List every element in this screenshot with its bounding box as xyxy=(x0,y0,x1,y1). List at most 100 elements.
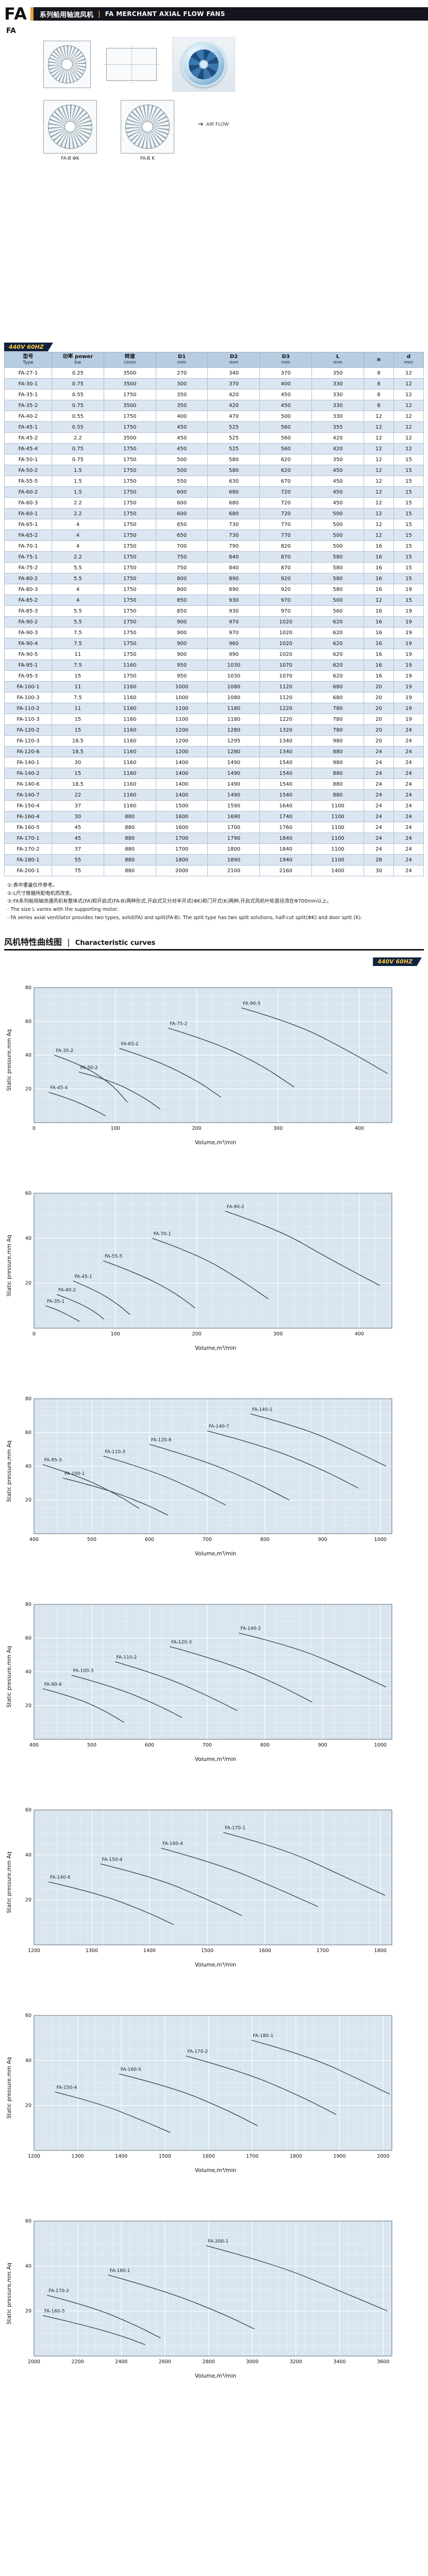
series-label: FA-55-5 xyxy=(105,1254,122,1259)
cell-value: 800 xyxy=(155,584,208,595)
cell-value: 270 xyxy=(155,367,208,379)
cell-type: FA-90-2 xyxy=(4,616,52,628)
cell-value: 20 xyxy=(364,735,394,747)
cell-type: FA-100-1 xyxy=(4,681,52,692)
cell-value: 16 xyxy=(364,605,394,617)
voltage-badge: 440V 60HZ xyxy=(4,343,53,351)
cell-value: 1180 xyxy=(207,703,260,714)
voltage-badge: 440V 60HZ xyxy=(373,957,422,966)
table-row: FA-100-3 7.5 1160 1000 1080 1120 680 20 19 xyxy=(4,692,424,703)
cell-value: 8 xyxy=(364,378,394,389)
x-tick-label: 100 xyxy=(111,1331,120,1337)
cell-value: 900 xyxy=(155,616,208,628)
table-row: FA-85-2 4 1750 850 930 970 500 12 15 xyxy=(4,595,424,606)
x-tick-label: 1200 xyxy=(28,1948,40,1954)
cell-value: 770 xyxy=(259,530,312,541)
cell-value: 24 xyxy=(393,865,424,876)
y-tick-label: 20 xyxy=(25,1703,31,1709)
cell-value: 7.5 xyxy=(52,692,104,703)
x-tick-label: 1300 xyxy=(72,2154,84,2159)
table-row: FA-95-3 15 1750 950 1030 1070 620 16 19 xyxy=(4,670,424,682)
cell-type: FA-60-1 xyxy=(4,508,52,519)
split-type-drawing-phi-k: FA-B ΦK xyxy=(43,100,97,161)
note-line: ③:FA系列船用轴流通风机有整体式(FA)和开启式(FA-B)两种形式,开启式又… xyxy=(7,899,332,905)
cell-value: 24 xyxy=(393,746,424,757)
fan-blades xyxy=(189,49,219,79)
column-header: D1 mm xyxy=(155,352,208,368)
cell-value: 950 xyxy=(155,659,208,671)
cell-value: 1100 xyxy=(311,811,364,822)
cell-value: 1490 xyxy=(207,757,260,768)
cell-value: 12 xyxy=(393,443,424,454)
cell-value: 20 xyxy=(364,681,394,692)
cell-type: FA-65-1 xyxy=(4,519,52,530)
cell-type: FA-80-3 xyxy=(4,584,52,595)
series-label: FA-35-2 xyxy=(56,1048,73,1054)
chart-plot: FA-160-5 FA-170-2 FA-180-1 FA-200-1 2000 2200… xyxy=(14,2215,417,2371)
curve xyxy=(207,1430,359,1489)
x-tick-label: 300 xyxy=(273,1126,283,1131)
split-front-view xyxy=(121,100,174,154)
cell-value: 16 xyxy=(364,540,394,552)
cell-value: 500 xyxy=(311,519,364,530)
series-label: FA-140-7 xyxy=(209,1425,229,1430)
cell-value: 580 xyxy=(311,551,364,563)
cell-value: 1640 xyxy=(259,800,312,811)
x-tick-label: 1000 xyxy=(374,1742,387,1748)
cell-value: 720 xyxy=(259,508,312,519)
cell-value: 450 xyxy=(311,486,364,498)
x-tick-label: 1700 xyxy=(246,2154,258,2159)
cell-value: 950 xyxy=(155,670,208,682)
impeller-drawing xyxy=(48,45,86,83)
cell-type: FA-180-1 xyxy=(4,854,52,866)
series-label: FA-120-6 xyxy=(151,1438,172,1443)
x-tick-label: 1500 xyxy=(201,1948,213,1954)
cell-type: FA-170-1 xyxy=(4,833,52,844)
table-row: FA-45-4 0.75 1750 450 525 560 420 12 12 xyxy=(4,443,424,454)
plot-border xyxy=(34,1398,392,1534)
cell-value: 330 xyxy=(311,389,364,400)
cell-value: 24 xyxy=(393,811,424,822)
table-row: FA-200-1 75 880 2000 2100 2160 1400 30 24 xyxy=(4,865,424,876)
cell-value: 840 xyxy=(207,562,260,573)
cell-value: 1760 xyxy=(259,822,312,833)
cell-type: FA-95-1 xyxy=(4,659,52,671)
curve xyxy=(103,1260,195,1309)
cell-type: FA-60-3 xyxy=(4,497,52,509)
curve xyxy=(47,2295,161,2339)
cell-value: 1100 xyxy=(311,854,364,866)
cell-value: 45 xyxy=(52,833,104,844)
table-row: FA-110-3 15 1160 1100 1180 1220 780 20 19 xyxy=(4,714,424,725)
cell-value: 16 xyxy=(364,638,394,649)
cell-type: FA-35-2 xyxy=(4,400,52,411)
cell-value: 670 xyxy=(259,476,312,487)
note-line: ①:表中重量仅作参考。 xyxy=(7,883,58,888)
cell-value: 600 xyxy=(155,508,208,519)
cell-value: 12 xyxy=(393,421,424,433)
cell-value: 1220 xyxy=(259,703,312,714)
cell-value: 24 xyxy=(364,800,394,811)
cell-type: FA-110-2 xyxy=(4,703,52,714)
y-tick-label: 80 xyxy=(25,1602,31,1607)
cell-value: 1160 xyxy=(103,746,156,757)
cell-value: 580 xyxy=(311,584,364,595)
cell-value: 15 xyxy=(393,519,424,530)
cell-value: 1750 xyxy=(103,616,156,628)
cell-value: 350 xyxy=(155,400,208,411)
cell-type: FA-70-1 xyxy=(4,540,52,552)
cell-value: 75 xyxy=(52,865,104,876)
cell-type: FA-75-2 xyxy=(4,562,52,573)
y-tick-label: 60 xyxy=(25,2013,31,2019)
curve xyxy=(149,1444,290,1501)
y-tick-label: 60 xyxy=(25,1191,31,1196)
drawings-fa-label: FA xyxy=(6,27,16,35)
cell-value: 24 xyxy=(393,768,424,779)
cell-value: 880 xyxy=(311,789,364,801)
cell-type: FA-170-2 xyxy=(4,843,52,855)
x-tick-label: 2800 xyxy=(202,2359,215,2365)
cell-value: 1020 xyxy=(259,616,312,628)
series-label: FA-160-5 xyxy=(44,2309,65,2314)
cell-type: FA-160-5 xyxy=(4,822,52,833)
cell-value: 500 xyxy=(311,540,364,552)
cell-value: 1200 xyxy=(155,746,208,757)
